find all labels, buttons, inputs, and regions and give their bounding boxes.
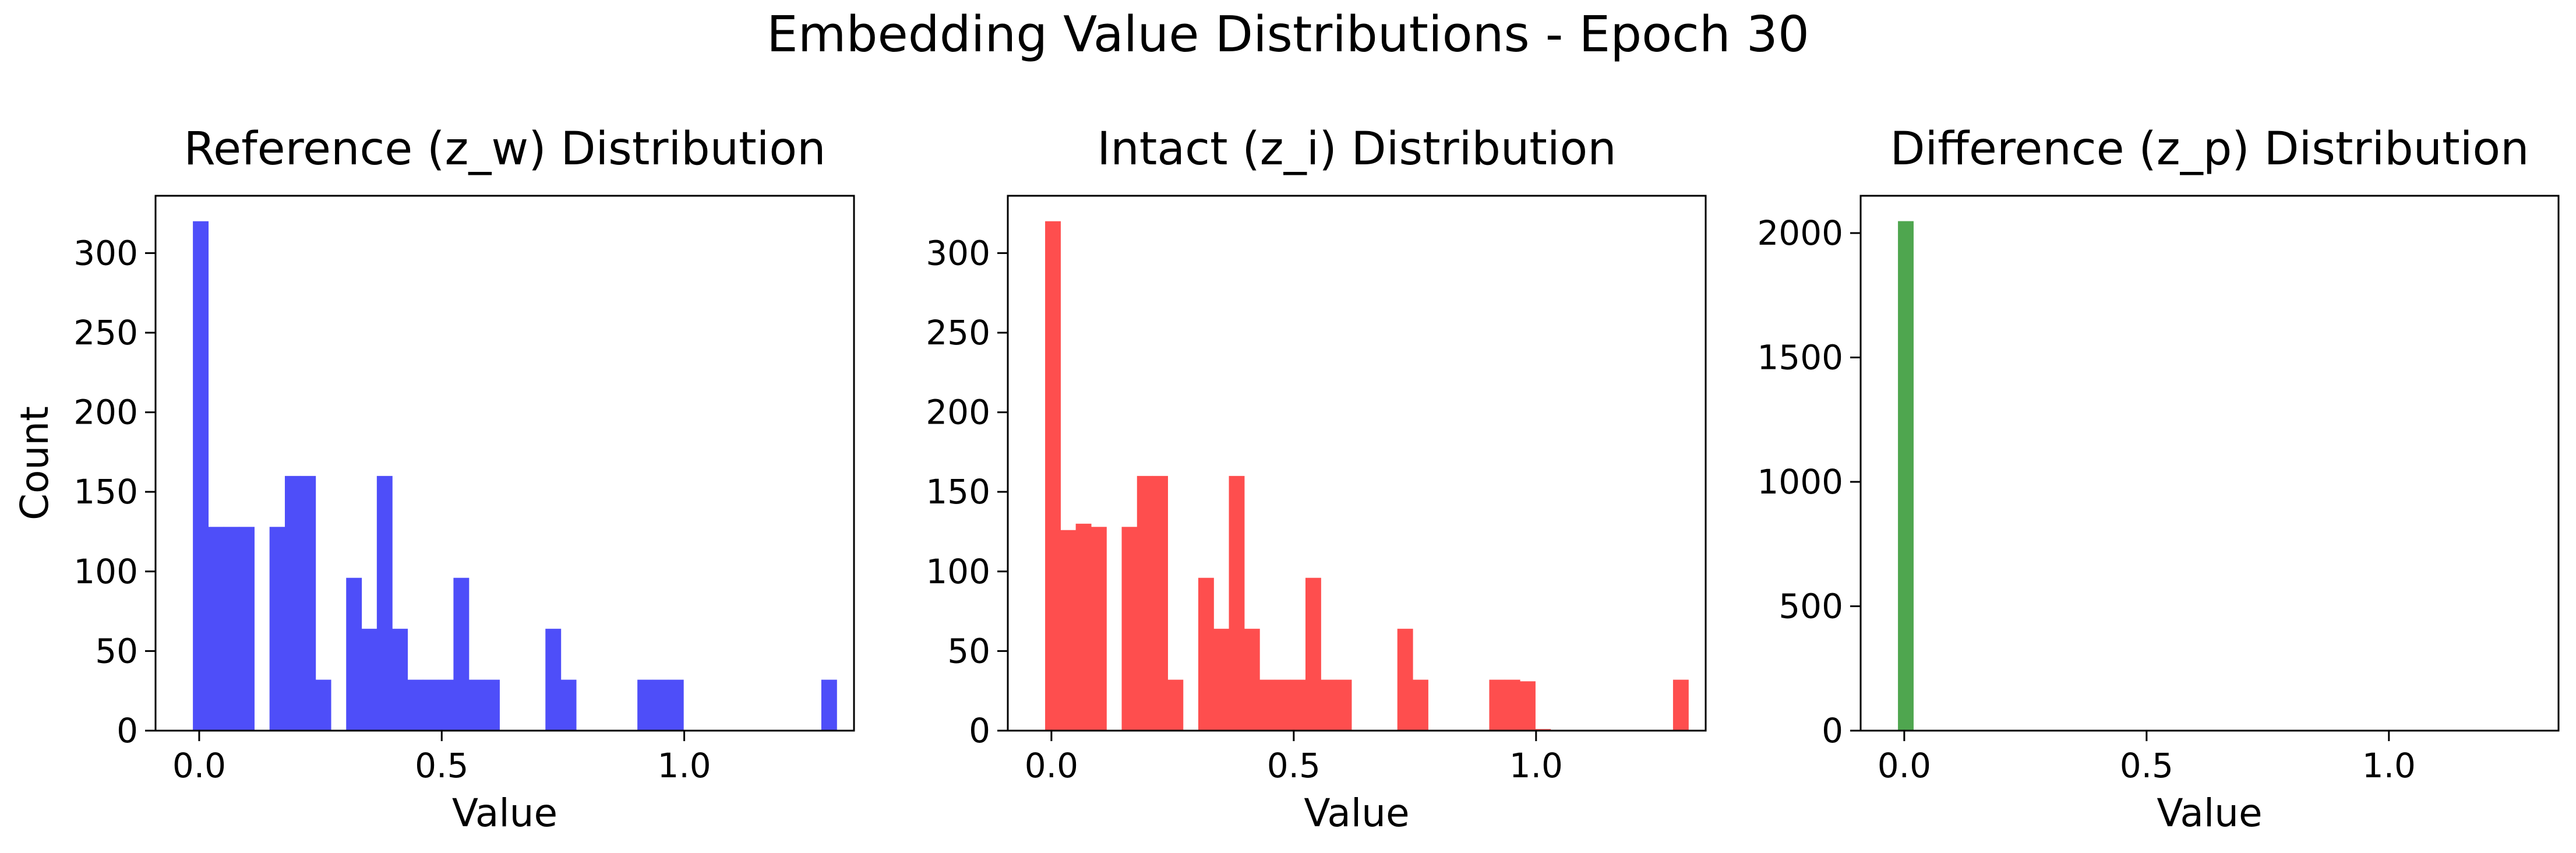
x-tick-label: 0.5 [1267, 746, 1321, 785]
histogram-bar [422, 679, 439, 731]
axes-frame [1859, 195, 2560, 732]
y-tick-label: 0 [1822, 711, 1843, 750]
histogram-bar [1397, 629, 1413, 731]
y-axis-label: Count [12, 406, 57, 520]
histogram-bar [1520, 681, 1536, 731]
x-tick-label: 1.0 [1509, 746, 1563, 785]
x-tick-label: 0.0 [172, 746, 226, 785]
chart-panel-difference: 0 500 1000 1500 2000 0.0 0.5 1.0 Difference (z_p… [1757, 123, 2560, 836]
histogram-bar [1075, 523, 1092, 731]
y-tick-label: 50 [95, 631, 138, 671]
histogram-bar [315, 679, 331, 731]
panel-title: Reference (z_w) Distribution [184, 123, 825, 175]
axes-frame [1007, 195, 1707, 732]
histogram-bar [1121, 527, 1138, 731]
histogram-bar [1413, 679, 1428, 731]
histogram-bar [1305, 577, 1321, 731]
histogram-bar [1137, 475, 1153, 731]
histogram-bar [637, 679, 654, 731]
x-axis-label: Value [452, 791, 557, 836]
y-tick-label: 100 [926, 552, 990, 591]
histogram-bar [1229, 475, 1245, 731]
histogram-bar [1152, 475, 1168, 731]
panel-title: Difference (z_p) Distribution [1890, 123, 2529, 175]
chart-panel-reference: 0 50 100 150 200 250 300 0.0 0.5 1.0 Reference (z_… [12, 123, 855, 836]
axes-frame [154, 195, 855, 732]
histogram-bar [1336, 679, 1352, 731]
histogram-bar [668, 679, 684, 731]
histogram-bar [468, 679, 485, 731]
y-tick-label: 0 [117, 711, 138, 750]
y-tick-label: 200 [926, 393, 990, 432]
histogram-bar [1244, 629, 1260, 731]
panels: 0 50 100 150 200 250 300 0.0 0.5 1.0 Reference (z_… [12, 123, 2560, 836]
y-tick-label: 0 [969, 711, 990, 750]
histogram-bar [284, 475, 301, 731]
x-tick-label: 1.0 [657, 746, 711, 785]
y-tick-label: 300 [73, 233, 138, 273]
x-tick-label: 0.0 [1025, 746, 1078, 785]
histogram-bar [407, 679, 424, 731]
histogram-bar [1091, 527, 1107, 731]
histogram-bar [239, 527, 255, 731]
histogram-bar [560, 679, 577, 731]
x-axis-label: Value [1304, 791, 1409, 836]
histogram-bar [1898, 221, 1914, 731]
y-tick-label: 1500 [1757, 338, 1843, 378]
y-tick-label: 250 [73, 313, 138, 353]
histogram-bar [1045, 221, 1061, 731]
histogram-bar [545, 629, 562, 731]
y-tick-label: 300 [926, 233, 990, 273]
panel-title: Intact (z_i) Distribution [1097, 123, 1616, 175]
histogram-bar [484, 679, 500, 731]
x-tick-label: 0.5 [415, 746, 468, 785]
histogram-bar [208, 527, 224, 731]
histogram-bar [223, 527, 239, 731]
histogram-bar [1290, 679, 1306, 731]
y-tick-label: 1000 [1757, 462, 1843, 502]
histogram-bar [1167, 679, 1184, 731]
y-tick-label: 500 [1779, 587, 1843, 626]
y-tick-label: 150 [73, 472, 138, 512]
histogram-bar [376, 475, 393, 731]
histogram-bar [821, 679, 837, 731]
histogram-bar [1060, 530, 1077, 731]
histogram-bar [346, 577, 362, 731]
histogram-bar [453, 577, 470, 731]
y-tick-label: 150 [926, 472, 990, 512]
histogram-bar [193, 221, 209, 731]
x-tick-label: 0.0 [1878, 746, 1931, 785]
x-tick-label: 1.0 [2362, 746, 2416, 785]
histogram-bar [1504, 679, 1520, 731]
y-tick-label: 200 [73, 393, 138, 432]
histogram-bar [1198, 577, 1214, 731]
y-tick-label: 2000 [1757, 213, 1843, 253]
y-tick-label: 50 [947, 631, 990, 671]
histogram-bar [361, 629, 377, 731]
histogram-bar [1259, 679, 1276, 731]
histogram-bar [1275, 679, 1291, 731]
figure-title: Embedding Value Distributions - Epoch 30 [767, 6, 1809, 64]
y-tick-label: 100 [73, 552, 138, 591]
histogram-bar [438, 679, 454, 731]
histogram-bar [1213, 629, 1230, 731]
histogram-bar [1672, 679, 1689, 731]
x-axis-label: Value [2157, 791, 2262, 836]
histogram-bar [652, 679, 669, 731]
chart-panel-intact: 0 50 100 150 200 250 300 0.0 0.5 1.0 Intact (z_i) … [926, 123, 1707, 836]
histogram-bar [392, 629, 408, 731]
y-tick-label: 250 [926, 313, 990, 353]
histogram-bar [300, 475, 316, 731]
histogram-bar [1321, 679, 1337, 731]
histogram-bar [269, 527, 285, 731]
x-tick-label: 0.5 [2120, 746, 2173, 785]
histogram-bar [1489, 679, 1505, 731]
